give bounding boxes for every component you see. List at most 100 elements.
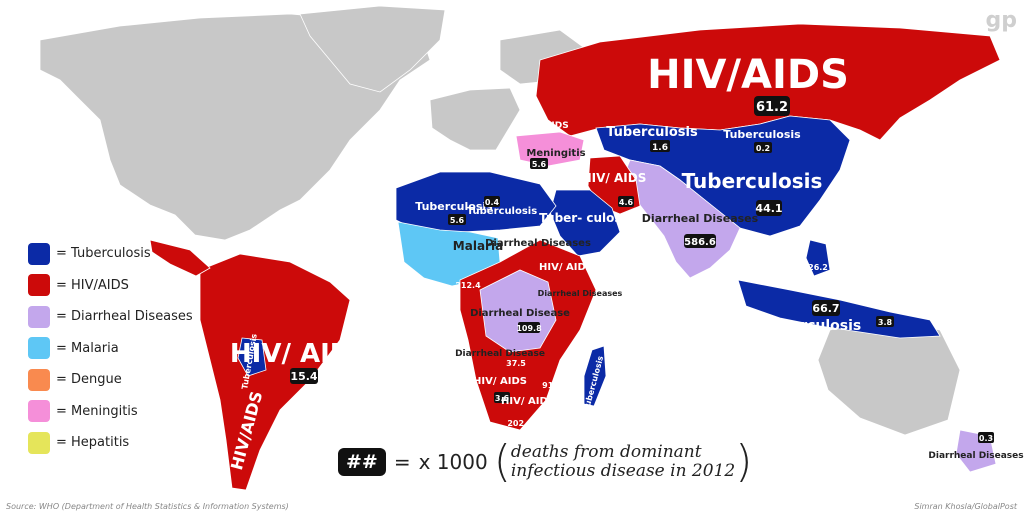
legend-label-hiv_aids: = HIV/AIDS [56,277,129,293]
saudi-label: Tuber- culosis [539,211,633,225]
key-open-paren: ( [493,436,511,487]
russia-value-box [754,96,790,116]
nigeria-value: 212.4 [455,281,481,290]
mongolia-label: Tuberculosis [723,128,801,141]
iran-label: HIV/ AIDS [582,171,647,185]
philippines-region [805,239,831,277]
legend-swatch-dengue [28,368,50,391]
credit-note: Simran Khosla/GlobalPost [914,502,1017,511]
legend-item-malaria: = Malaria [28,333,193,365]
iran-value-box [618,196,634,207]
libya-value: 0.4 [485,198,500,207]
sudan-label: HIV/ AIDS [539,262,593,273]
source-note: Source: WHO (Department of Health Statis… [6,502,289,511]
indonesia-value-box [812,300,840,316]
legend-label-dengue: = Dengue [56,372,122,388]
indonesia-label: Tuberculosis [763,318,862,334]
iran-value: 4.6 [619,198,634,207]
legend: = Tuberculosis = HIV/AIDS = Diarrheal Dise… [28,238,193,459]
russia-region [535,23,1001,141]
brazil-value: 15.4 [290,370,317,383]
china-value: 44.1 [755,202,782,215]
china-label: Tuberculosis [682,169,823,193]
nodata-regions [39,5,961,436]
turkey-region [515,131,585,167]
turkey-value: 5.6 [532,160,547,169]
arabia-region [549,189,621,257]
legend-item-tuberculosis: = Tuberculosis [28,238,193,270]
namibia-label: HIV/ AIDS [473,376,527,387]
png-value-box [876,316,894,327]
europe [429,87,521,151]
legend-swatch-hepatitis [28,431,50,454]
key-note-line2: infectious disease in 2012 [510,461,736,481]
greenland [299,5,446,93]
legend-item-diarrheal: = Diarrheal Diseases [28,301,193,333]
legend-swatch-tuberculosis [28,242,50,265]
turkey-label: Meningitis [526,148,585,159]
nz-value-box [978,432,994,443]
southafrica-label: HIV/ AIDS [501,396,555,407]
key-sample-box: ## [338,448,386,476]
angola-label: Diarrheal Disease [455,349,545,359]
bolivia-region [237,337,267,377]
kazakhstan-label: Tuberculosis [606,125,698,140]
algeria-value: 5.6 [450,216,465,225]
china-value-box [756,200,782,216]
gp-logo: gp [985,8,1018,33]
legend-item-meningitis: = Meningitis [28,396,193,428]
south-asia-diarrheal-region [619,159,741,279]
ukraine-label: HIV/AIDS [523,121,568,131]
kazakhstan-value: 1.6 [652,143,668,153]
legend-item-dengue: = Dengue [28,364,193,396]
turkey-value-box [530,158,548,169]
drc-label: Diarrheal Disease [470,308,570,319]
libya-value-box [484,196,500,207]
key-note-line1: deaths from dominant [510,442,702,462]
india-value-box [684,234,716,248]
legend-item-hiv_aids: = HIV/AIDS [28,270,193,302]
legend-label-meningitis: = Meningitis [56,403,138,419]
mongolia-value-box [754,142,772,153]
drc-value: 109.8 [516,324,542,333]
legend-swatch-diarrheal [28,305,50,328]
russia-value: 61.2 [756,100,788,115]
brazil-label: HIV/ AIDS [230,339,370,369]
kazakhstan-value-box [650,140,670,152]
algeria-label: Tuberculosis [415,200,493,213]
drc-value-box [518,322,540,333]
legend-swatch-meningitis [28,400,50,423]
legend-swatch-hiv_aids [28,274,50,297]
legend-label-tuberculosis: = Tuberculosis [56,246,151,262]
russia-label: HIV/AIDS [647,52,849,98]
indonesia-value: 66.7 [812,302,839,315]
key-note: deaths from dominant infectious disease … [511,443,735,481]
png-value: 3.8 [878,318,893,327]
nz-label: Diarrheal Diseases [928,451,1023,461]
south-america-region [199,253,351,491]
moz-value: 91.8 [542,381,562,390]
central-america-region [149,239,211,277]
key-equals: = [393,450,411,474]
legend-label-diarrheal: = Diarrheal Diseases [56,309,193,325]
value-key: ## = x 1000 ( deaths from dominant infec… [338,440,752,484]
mali-label: Malaria [453,239,503,253]
key-multiplier: x 1000 [418,450,488,474]
india-value: 586.6 [684,237,716,248]
legend-label-hepatitis: = Hepatitis [56,435,130,451]
legend-swatch-malaria [28,337,50,360]
namibia-value: 3.6 [495,394,510,403]
namibia-value-box [494,392,510,403]
brazil-value-box [290,368,318,384]
india-label: Diarrheal Diseases [642,212,759,225]
legend-label-malaria: = Malaria [56,340,119,356]
key-close-paren: ) [735,436,753,487]
nz-value: 0.3 [979,434,993,443]
chad-label: Diarrheal Diseases [485,238,591,249]
algeria-value-box [448,214,466,225]
zambia-value: 37.5 [506,359,526,368]
southafrica-value: 202.1 [507,419,533,428]
madagascar-region [583,345,607,407]
legend-item-hepatitis: = Hepatitis [28,427,193,459]
